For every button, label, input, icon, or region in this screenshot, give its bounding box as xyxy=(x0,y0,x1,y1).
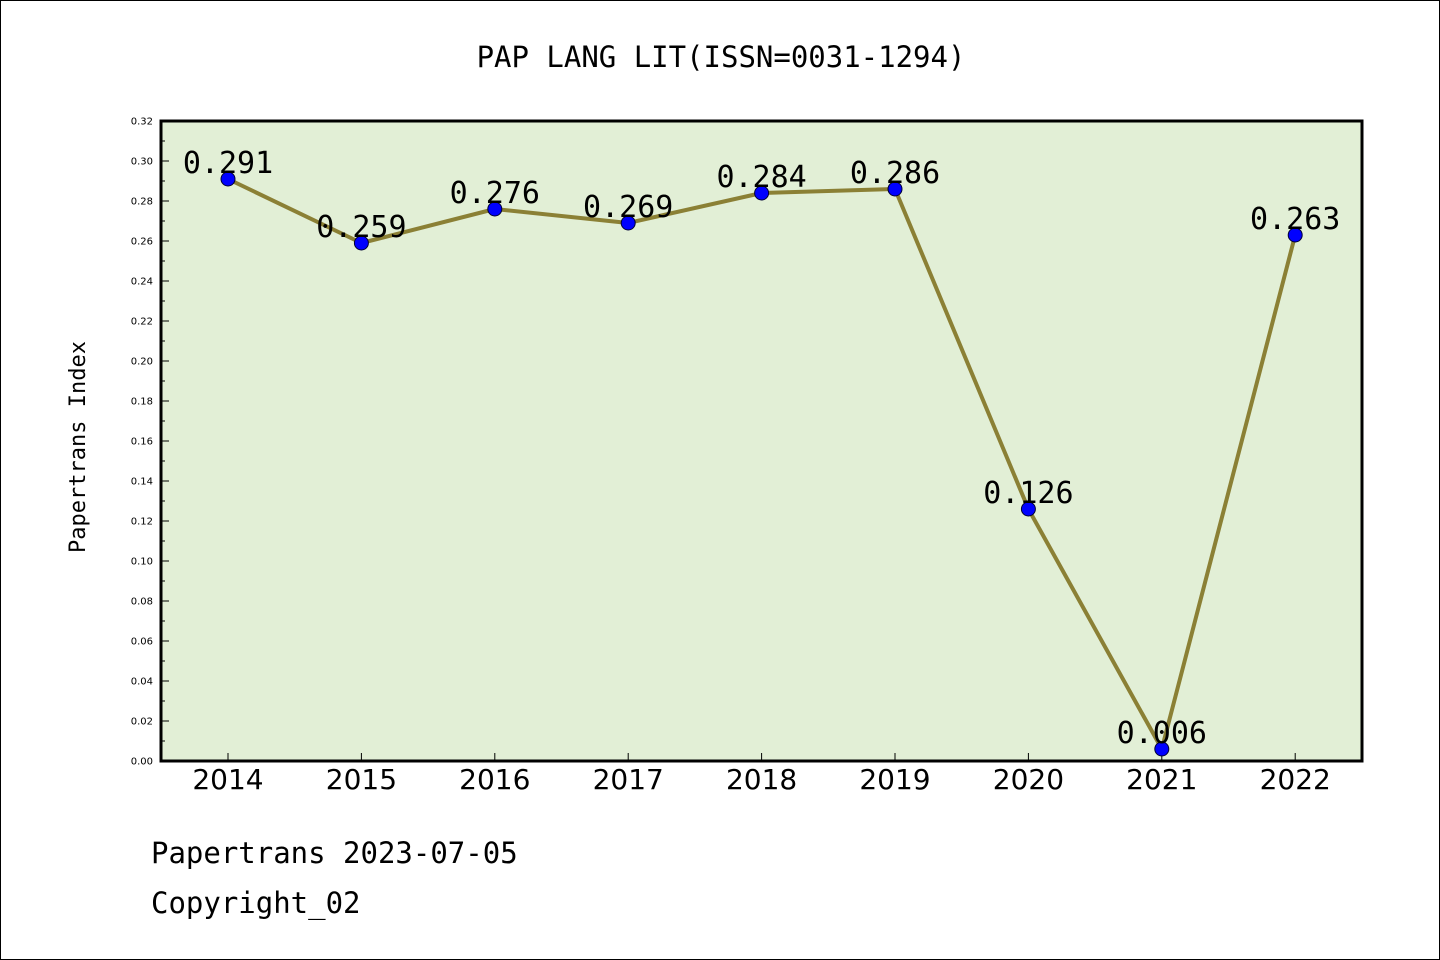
y-tick-label: 0.12 xyxy=(131,517,153,528)
data-point xyxy=(353,235,369,251)
data-label: 0.263 xyxy=(1250,202,1340,237)
x-tick-label: 2021 xyxy=(1126,763,1197,796)
y-tick-label: 0.10 xyxy=(131,557,153,568)
y-axis-label: Papertrans Index xyxy=(66,341,91,553)
y-tick-label: 0.04 xyxy=(131,677,153,688)
markers xyxy=(220,171,1303,757)
data-label: 0.269 xyxy=(583,190,673,225)
data-point xyxy=(754,185,770,201)
data-point xyxy=(487,201,503,217)
data-label: 0.291 xyxy=(183,146,273,181)
x-tick-label: 2017 xyxy=(593,763,664,796)
data-label: 0.259 xyxy=(316,210,406,245)
y-tick-label: 0.26 xyxy=(131,237,153,248)
x-tick-label: 2020 xyxy=(993,763,1064,796)
data-label: 0.126 xyxy=(983,476,1073,511)
y-tick-label: 0.02 xyxy=(131,717,153,728)
plot-area xyxy=(161,121,1362,761)
y-tick-label: 0.14 xyxy=(131,477,153,488)
y-tick-label: 0.30 xyxy=(131,157,153,168)
data-point xyxy=(620,215,636,231)
y-tick-label: 0.24 xyxy=(131,277,153,288)
y-tick-label: 0.18 xyxy=(131,397,153,408)
x-tick-label: 2014 xyxy=(192,763,263,796)
x-tick-label: 2015 xyxy=(326,763,397,796)
y-tick-label: 0.28 xyxy=(131,197,153,208)
x-tick-label: 2022 xyxy=(1260,763,1331,796)
x-tick-label: 2018 xyxy=(726,763,797,796)
data-point xyxy=(1020,501,1036,517)
y-tick-label: 0.32 xyxy=(131,117,153,128)
y-tick-label: 0.06 xyxy=(131,637,153,648)
y-tick-label: 0.16 xyxy=(131,437,153,448)
data-label: 0.286 xyxy=(850,156,940,191)
y-tick-label: 0.00 xyxy=(131,757,153,768)
y-tick-label: 0.20 xyxy=(131,357,153,368)
plot-frame xyxy=(159,119,1364,763)
data-point xyxy=(1154,741,1170,757)
chart-title: PAP LANG LIT(ISSN=0031-1294) xyxy=(477,40,966,74)
footer-copyright: Copyright_02 xyxy=(151,886,361,920)
data-point xyxy=(1287,227,1303,243)
x-tick-label: 2016 xyxy=(459,763,530,796)
data-labels: 0.291 0.259 0.276 0.269 0.284 0.286 0.126 0.006… xyxy=(183,146,1341,751)
footer-date: Papertrans 2023-07-05 xyxy=(151,836,518,870)
data-label: 0.276 xyxy=(450,176,540,211)
x-axis: 2014 2015 2016 2017 2018 2019 2020 2021 2022 xyxy=(192,753,1331,796)
y-tick-label: 0.08 xyxy=(131,597,153,608)
data-label: 0.284 xyxy=(716,160,806,195)
data-point xyxy=(220,171,236,187)
x-tick-label: 2019 xyxy=(859,763,930,796)
y-tick-label: 0.22 xyxy=(131,317,153,328)
data-point xyxy=(887,181,903,197)
data-label: 0.006 xyxy=(1117,716,1207,751)
